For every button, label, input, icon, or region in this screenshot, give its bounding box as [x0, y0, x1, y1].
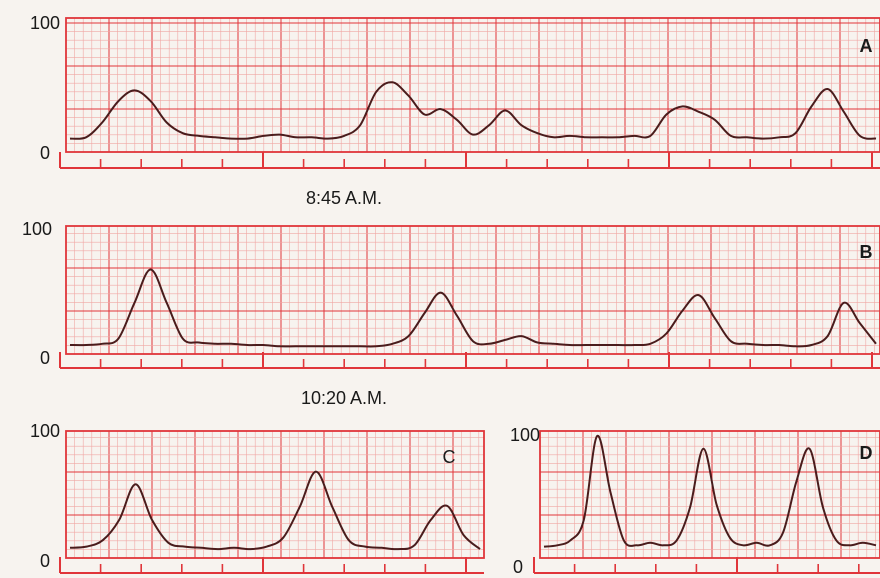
panel-d-y-tick-100: 100: [510, 425, 540, 445]
panel-a-grid: [65, 18, 880, 153]
panel-d-label: D: [860, 443, 873, 463]
panel-c-frame: [65, 430, 485, 559]
panel-c: 100 0 C: [30, 421, 485, 574]
panel-a-trace: [69, 81, 877, 140]
panel-d-y-tick-0: 0: [513, 557, 523, 577]
panel-b-time-caption: 10:20 A.M.: [301, 388, 387, 408]
panel-a-time-scale: [59, 152, 880, 169]
panel-b-y-tick-0: 0: [40, 348, 50, 368]
panel-a-time-caption: 8:45 A.M.: [306, 188, 382, 208]
panel-d-frame: [539, 430, 880, 559]
panel-a-y-tick-0: 0: [40, 143, 50, 163]
panel-a: 100 0 A 8:45 A.M.: [30, 13, 880, 208]
panel-a-frame: [65, 17, 880, 153]
panel-d: 100 0 D: [510, 425, 880, 577]
panel-c-label: C: [443, 447, 456, 467]
panel-b: 100 0 B 10:20 A.M.: [22, 219, 880, 408]
panel-b-y-tick-100: 100: [22, 219, 52, 239]
panel-c-y-tick-0: 0: [40, 551, 50, 571]
panel-b-trace: [69, 268, 877, 348]
panel-b-label: B: [860, 242, 873, 262]
panel-b-frame: [65, 225, 880, 355]
panel-c-y-tick-100: 100: [30, 421, 60, 441]
panel-d-time-scale: [533, 557, 880, 574]
panel-c-time-scale: [59, 557, 484, 574]
panel-a-y-tick-100: 100: [30, 13, 60, 33]
panel-d-trace: [543, 435, 877, 548]
panel-a-label: A: [860, 36, 873, 56]
panel-c-trace: [69, 470, 481, 551]
panel-b-time-scale: [59, 352, 880, 369]
